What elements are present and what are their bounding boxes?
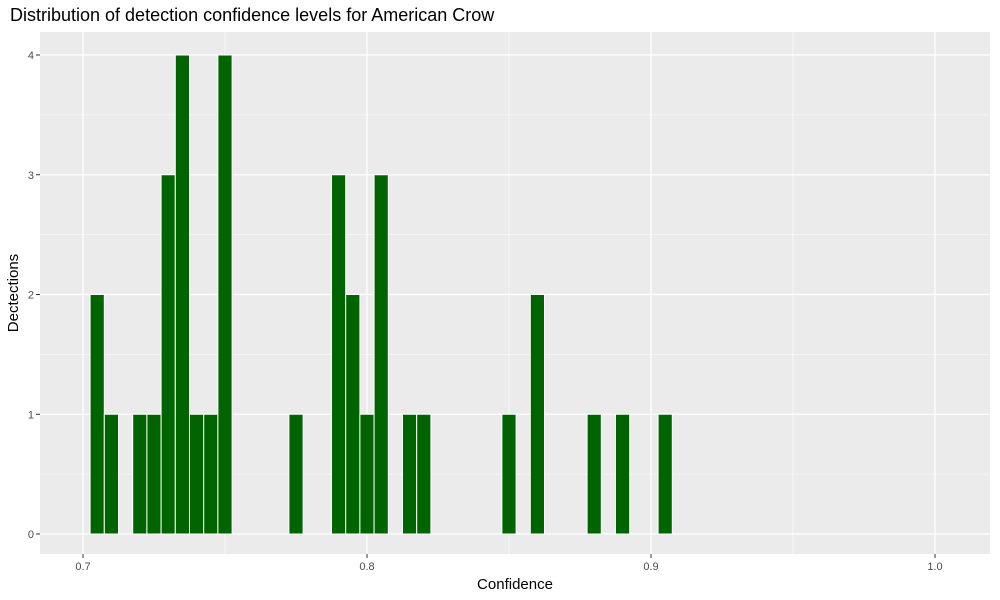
histogram-bar xyxy=(189,413,205,535)
x-tick-label: 1.0 xyxy=(927,561,942,573)
histogram-bar xyxy=(416,413,432,535)
histogram-bar xyxy=(529,294,545,535)
histogram-bar xyxy=(288,413,304,535)
x-tick-label: 0.8 xyxy=(359,561,374,573)
histogram-bar xyxy=(132,413,148,535)
histogram-bar xyxy=(331,174,347,535)
histogram-bar xyxy=(586,413,602,535)
y-tick-label: 2 xyxy=(28,290,34,302)
x-axis: 0.7 0.8 0.9 1.0 xyxy=(75,554,943,573)
y-tick-label: 4 xyxy=(28,50,34,62)
y-tick-label: 3 xyxy=(28,170,34,182)
histogram-bar xyxy=(373,174,389,535)
y-axis: 0 1 2 3 4 xyxy=(28,50,40,541)
histogram-bar xyxy=(203,413,219,535)
histogram-bar xyxy=(217,54,233,535)
x-axis-title: Confidence xyxy=(477,576,553,593)
histogram-bar xyxy=(174,54,191,535)
x-tick-label: 0.7 xyxy=(75,561,90,573)
y-tick-label: 0 xyxy=(28,529,34,541)
histogram-bar xyxy=(103,413,120,535)
histogram-bar xyxy=(146,413,162,535)
histogram-bar xyxy=(359,413,375,535)
histogram-bar xyxy=(89,294,105,535)
histogram-bar xyxy=(657,413,673,535)
histogram-bar xyxy=(402,413,418,535)
x-tick-label: 0.9 xyxy=(643,561,658,573)
histogram-bar xyxy=(615,413,631,535)
y-tick-label: 1 xyxy=(28,409,34,421)
histogram-bar xyxy=(345,294,361,535)
histogram-bar xyxy=(501,413,517,535)
bars-group xyxy=(89,54,673,535)
y-axis-title: Dectections xyxy=(5,254,22,332)
histogram-bar xyxy=(160,174,176,535)
chart-title: Distribution of detection confidence lev… xyxy=(10,5,495,25)
